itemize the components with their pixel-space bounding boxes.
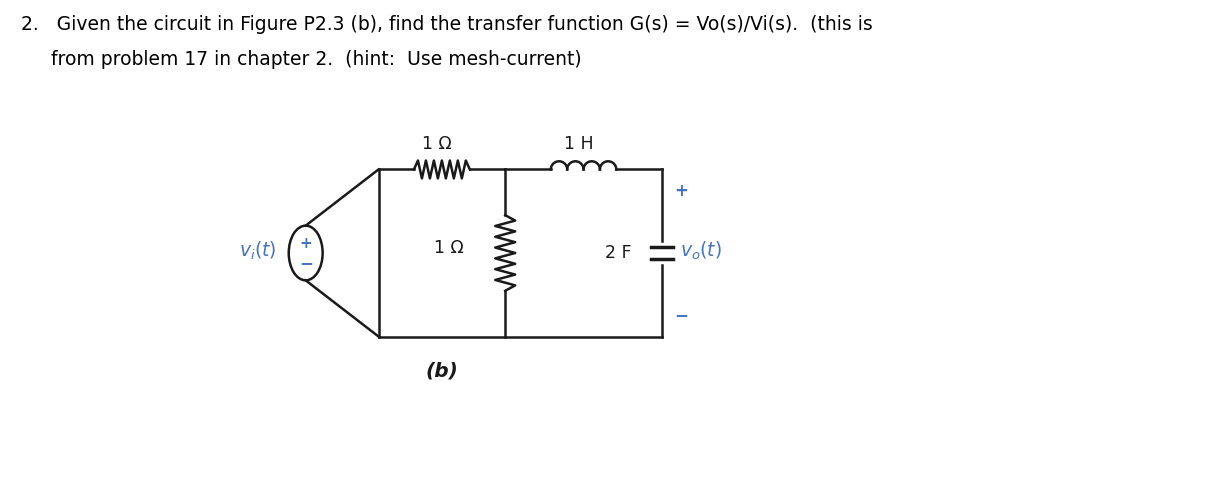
Text: −: − (674, 305, 688, 324)
Text: 2.   Given the circuit in Figure P2.3 (b), find the transfer function G(s) = Vo(: 2. Given the circuit in Figure P2.3 (b),… (22, 15, 874, 34)
Text: +: + (674, 182, 688, 200)
Text: (b): (b) (425, 361, 458, 380)
Text: −: − (299, 254, 312, 272)
Text: $v_i(t)$: $v_i(t)$ (239, 240, 277, 262)
Text: $v_o(t)$: $v_o(t)$ (680, 240, 722, 262)
Text: 2 F: 2 F (605, 244, 632, 262)
Text: 1 Ω: 1 Ω (434, 239, 463, 257)
Text: from problem 17 in chapter 2.  (hint:  Use mesh-current): from problem 17 in chapter 2. (hint: Use… (22, 50, 582, 69)
Text: +: + (299, 236, 312, 250)
Text: 1 Ω: 1 Ω (422, 135, 452, 153)
Text: 1 H: 1 H (564, 135, 593, 153)
